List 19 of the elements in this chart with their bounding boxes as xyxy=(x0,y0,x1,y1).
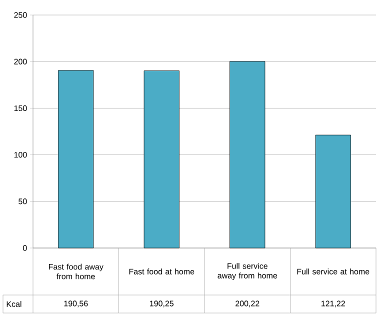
y-tick-label: 100 xyxy=(14,152,27,158)
y-tick-label: 250 xyxy=(14,12,27,18)
bar xyxy=(58,70,94,248)
data-label: 200,22 xyxy=(236,300,260,308)
x-tick-label: Fast food at home xyxy=(129,268,194,274)
y-tick-label: 0 xyxy=(23,245,27,251)
bar xyxy=(315,134,351,248)
bar xyxy=(230,61,266,248)
y-tick-label: 150 xyxy=(14,105,27,112)
text: Kcal xyxy=(6,301,22,307)
y-tick-label: 200 xyxy=(14,58,27,64)
x-tick-label: Full service away from home xyxy=(218,262,278,280)
x-tick-label: Full service at home xyxy=(297,268,370,274)
data-label: 190,56 xyxy=(64,300,88,308)
data-label: 190,25 xyxy=(150,300,174,308)
bar xyxy=(144,70,180,248)
x-tick-label: Fast food away from home xyxy=(48,264,104,280)
y-tick-label: 50 xyxy=(18,198,27,204)
data-label: 121,22 xyxy=(321,300,345,308)
